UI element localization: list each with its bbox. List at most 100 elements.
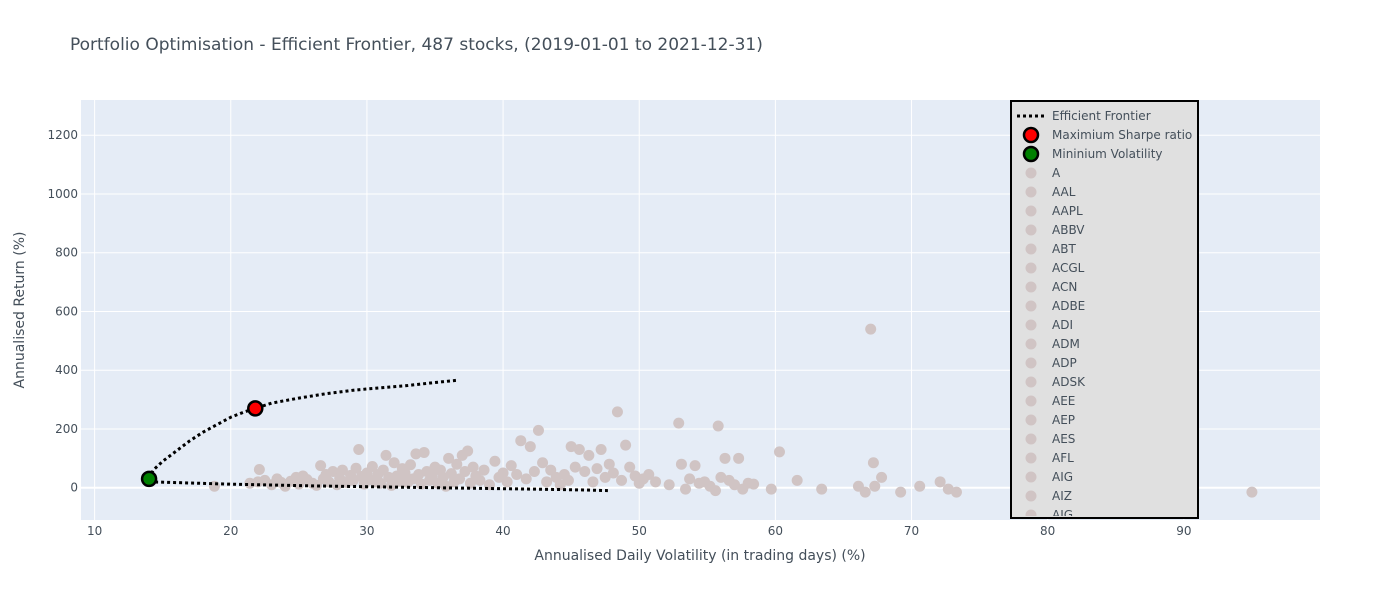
legend-item-stock[interactable]: ACGL bbox=[1025, 261, 1085, 275]
stock-point[interactable] bbox=[528, 466, 540, 478]
stock-point[interactable] bbox=[541, 476, 553, 488]
legend-item-stock[interactable]: AJG bbox=[1025, 508, 1074, 522]
stock-point[interactable] bbox=[451, 458, 463, 470]
stock-point[interactable] bbox=[573, 444, 585, 456]
stock-point[interactable] bbox=[611, 406, 623, 418]
legend-item-stock[interactable]: A bbox=[1025, 166, 1062, 180]
stock-point[interactable] bbox=[616, 474, 628, 486]
legend-item-stock[interactable]: ADSK bbox=[1025, 375, 1087, 389]
stock-point[interactable] bbox=[353, 444, 365, 456]
stock-point[interactable] bbox=[684, 473, 696, 485]
stock-point[interactable] bbox=[474, 474, 486, 486]
stock-point[interactable] bbox=[366, 461, 378, 473]
stock-point[interactable] bbox=[410, 448, 422, 460]
stock-point[interactable] bbox=[583, 449, 595, 461]
stock-point[interactable] bbox=[867, 457, 879, 469]
stock-point[interactable] bbox=[554, 479, 566, 491]
min-volatility-marker[interactable] bbox=[140, 470, 158, 488]
stock-point[interactable] bbox=[748, 478, 760, 490]
stock-point[interactable] bbox=[1246, 486, 1258, 498]
stock-point[interactable] bbox=[443, 452, 455, 464]
stock-point[interactable] bbox=[562, 474, 574, 486]
stock-point[interactable] bbox=[914, 480, 926, 492]
stock-point[interactable] bbox=[729, 479, 741, 491]
stock-point[interactable] bbox=[511, 468, 523, 480]
stock-point[interactable] bbox=[624, 461, 636, 473]
stock-point[interactable] bbox=[865, 323, 877, 335]
stock-point[interactable] bbox=[816, 483, 828, 495]
legend-item-stock[interactable]: AES bbox=[1025, 432, 1076, 446]
stock-point[interactable] bbox=[315, 460, 327, 472]
stock-point[interactable] bbox=[680, 483, 692, 495]
legend-item-max-sharpe[interactable]: Maximium Sharpe ratio bbox=[1022, 126, 1192, 144]
stock-point[interactable] bbox=[859, 486, 871, 498]
stock-point[interactable] bbox=[587, 476, 599, 488]
stock-point[interactable] bbox=[689, 460, 701, 472]
stock-point[interactable] bbox=[462, 445, 474, 457]
legend-item-stock[interactable]: ADBE bbox=[1025, 299, 1086, 313]
stock-point[interactable] bbox=[895, 486, 907, 498]
legend-item-stock[interactable]: ABBV bbox=[1025, 223, 1086, 237]
stock-point[interactable] bbox=[591, 463, 603, 475]
legend-item-stock[interactable]: ACN bbox=[1025, 280, 1078, 294]
stock-point[interactable] bbox=[773, 446, 785, 458]
stock-point[interactable] bbox=[350, 462, 362, 474]
stock-point[interactable] bbox=[709, 485, 721, 497]
legend-item-stock[interactable]: AIG bbox=[1025, 470, 1074, 484]
legend-item-stock[interactable]: AEE bbox=[1025, 394, 1076, 408]
stock-point[interactable] bbox=[675, 458, 687, 470]
stock-point[interactable] bbox=[380, 449, 392, 461]
stock-point[interactable] bbox=[385, 479, 397, 491]
stock-point[interactable] bbox=[459, 466, 471, 478]
stock-point[interactable] bbox=[765, 483, 777, 495]
stock-point[interactable] bbox=[791, 474, 803, 486]
stock-point[interactable] bbox=[524, 441, 536, 453]
stock-point[interactable] bbox=[643, 468, 655, 480]
stock-point[interactable] bbox=[497, 467, 509, 479]
stock-point[interactable] bbox=[327, 466, 339, 478]
stock-point[interactable] bbox=[399, 467, 411, 479]
legend-item-stock[interactable]: ADM bbox=[1025, 337, 1080, 351]
stock-point[interactable] bbox=[579, 466, 591, 478]
stock-point[interactable] bbox=[599, 471, 611, 483]
stock-point[interactable] bbox=[532, 424, 544, 436]
stock-point[interactable] bbox=[620, 439, 632, 451]
legend-item-min-volatility[interactable]: Mininium Volatility bbox=[1022, 145, 1163, 163]
stock-point[interactable] bbox=[347, 474, 359, 486]
legend[interactable]: Efficient Frontier Maximium Sharpe ratio M… bbox=[1010, 100, 1199, 522]
stock-point[interactable] bbox=[595, 444, 607, 456]
legend-item-stock[interactable]: AEP bbox=[1025, 413, 1076, 427]
stock-point[interactable] bbox=[733, 452, 745, 464]
stock-point[interactable] bbox=[404, 459, 416, 471]
stock-point[interactable] bbox=[501, 476, 513, 488]
stock-point[interactable] bbox=[394, 475, 406, 487]
stock-point[interactable] bbox=[719, 452, 731, 464]
stock-point[interactable] bbox=[650, 476, 662, 488]
stock-point[interactable] bbox=[603, 458, 615, 470]
legend-item-stock[interactable]: AAL bbox=[1025, 185, 1076, 199]
stock-point[interactable] bbox=[607, 467, 619, 479]
stock-point[interactable] bbox=[388, 457, 400, 469]
legend-item-efficient-frontier[interactable]: Efficient Frontier bbox=[1017, 109, 1151, 123]
legend-item-stock[interactable]: ADP bbox=[1025, 356, 1077, 370]
legend-item-stock[interactable]: AFL bbox=[1025, 451, 1075, 465]
stock-point[interactable] bbox=[663, 479, 675, 491]
stock-point[interactable] bbox=[336, 464, 348, 476]
stock-point[interactable] bbox=[253, 463, 265, 475]
max-sharpe-marker[interactable] bbox=[247, 400, 264, 417]
legend-item-stock[interactable]: AAPL bbox=[1025, 204, 1083, 218]
stock-point[interactable] bbox=[467, 461, 479, 473]
legend-item-stock[interactable]: ABT bbox=[1025, 242, 1077, 256]
stock-point[interactable] bbox=[569, 461, 581, 473]
stock-point[interactable] bbox=[934, 476, 946, 488]
stock-point[interactable] bbox=[950, 486, 962, 498]
stock-point[interactable] bbox=[478, 464, 490, 476]
stock-point[interactable] bbox=[537, 457, 549, 469]
stock-point[interactable] bbox=[418, 446, 430, 458]
stock-point[interactable] bbox=[876, 471, 888, 483]
stock-point[interactable] bbox=[869, 480, 881, 492]
stock-point[interactable] bbox=[673, 417, 685, 429]
stock-point[interactable] bbox=[489, 455, 501, 467]
stock-point[interactable] bbox=[520, 473, 532, 485]
stock-point[interactable] bbox=[437, 471, 449, 483]
